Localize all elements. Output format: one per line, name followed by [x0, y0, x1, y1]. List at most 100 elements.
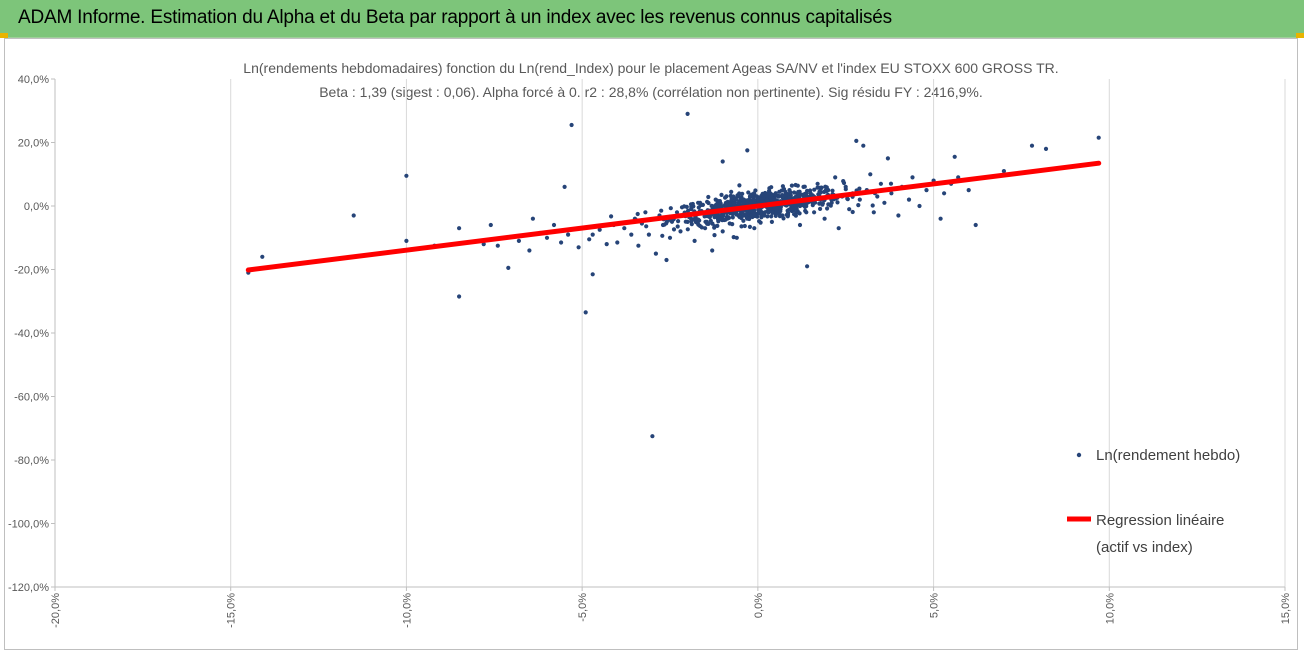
data-point [733, 197, 738, 202]
data-point [769, 219, 775, 224]
data-point [706, 200, 711, 206]
data-point [749, 213, 754, 218]
y-tick-label: -40,0% [14, 328, 49, 340]
data-point [797, 222, 803, 228]
data-point [924, 188, 929, 193]
data-point [729, 189, 734, 194]
data-point [938, 216, 943, 221]
data-point [457, 294, 462, 299]
data-point [685, 111, 690, 116]
data-point [590, 232, 595, 237]
data-point [636, 243, 641, 248]
data-point [506, 265, 511, 270]
data-point [787, 195, 792, 200]
data-point [635, 211, 640, 217]
data-point [745, 216, 750, 221]
data-point [910, 175, 915, 180]
data-point [841, 179, 846, 184]
data-point [843, 184, 848, 189]
chart-area: Ln(rendements hebdomadaires) fonction du… [4, 38, 1298, 650]
data-point [801, 184, 806, 189]
data-point [758, 220, 763, 225]
y-tick-label: 20,0% [18, 138, 49, 150]
data-point [705, 221, 710, 226]
data-point [699, 225, 704, 230]
data-point [622, 226, 627, 231]
data-point [815, 185, 820, 190]
data-point [351, 213, 356, 218]
data-point [769, 185, 774, 190]
x-tick-label: 5,0% [929, 593, 941, 618]
data-point [823, 184, 828, 189]
data-point [808, 191, 813, 196]
y-tick-label: -60,0% [14, 392, 49, 404]
data-point [785, 212, 791, 217]
data-point [646, 232, 652, 237]
regression-line [245, 160, 1102, 273]
data-point [766, 210, 771, 215]
data-point [1029, 143, 1035, 148]
data-point [917, 203, 922, 209]
data-point [780, 184, 786, 189]
legend-label-line-2: (actif vs index) [1096, 539, 1193, 556]
data-point [715, 223, 720, 228]
data-point [706, 194, 711, 200]
data-point [671, 227, 677, 232]
data-point [723, 195, 728, 200]
scatter-chart: Ln(rendements hebdomadaires) fonction du… [8, 60, 1292, 628]
legend-label-line-1: Regression linéaire [1096, 512, 1224, 529]
data-point [825, 206, 830, 211]
data-point [737, 183, 742, 188]
x-tick-label: 0,0% [753, 593, 765, 618]
data-point [675, 224, 680, 229]
data-point [650, 434, 655, 439]
data-point [495, 243, 500, 248]
data-point [717, 216, 722, 221]
data-point [973, 222, 978, 228]
y-tick-label: 40,0% [18, 74, 49, 86]
data-points [246, 111, 1101, 439]
data-point [667, 235, 673, 240]
data-point [260, 254, 265, 259]
x-tick-label: -5,0% [577, 593, 589, 622]
x-tick-label: 15,0% [1280, 593, 1292, 624]
chart-title: Ln(rendements hebdomadaires) fonction du… [243, 60, 1058, 76]
data-point [766, 191, 771, 196]
data-point [762, 210, 768, 215]
data-point [747, 224, 753, 229]
data-point [685, 227, 690, 232]
data-point [854, 138, 859, 143]
data-point [833, 175, 838, 180]
header-bar: ADAM Informe. Estimation du Alpha et du … [0, 0, 1304, 38]
legend-label-scatter: Ln(rendement hebdo) [1096, 447, 1240, 464]
data-point [888, 181, 894, 186]
corner-marker-right [1296, 33, 1304, 38]
data-point [820, 202, 825, 207]
data-point [830, 188, 835, 193]
data-point [845, 197, 850, 202]
data-point [765, 214, 770, 219]
data-point [696, 222, 701, 227]
y-tick-label: -120,0% [8, 582, 49, 594]
data-point [819, 186, 824, 191]
x-tick-label: -20,0% [50, 593, 62, 628]
corner-marker-left [0, 33, 8, 38]
y-tick-label: -20,0% [14, 265, 49, 277]
data-point [746, 190, 751, 195]
data-point [709, 203, 714, 208]
data-point [685, 219, 690, 224]
data-point [889, 191, 894, 196]
data-point [720, 229, 725, 234]
data-point [551, 222, 557, 228]
data-point [710, 248, 715, 253]
data-point [643, 210, 648, 215]
data-point [739, 224, 744, 229]
data-point [805, 264, 810, 269]
data-point [870, 203, 875, 208]
data-point [689, 219, 694, 224]
legend-marker-scatter [1076, 452, 1082, 458]
data-point [615, 240, 620, 245]
data-point [723, 217, 728, 222]
data-point [818, 190, 823, 195]
data-point [756, 209, 761, 215]
